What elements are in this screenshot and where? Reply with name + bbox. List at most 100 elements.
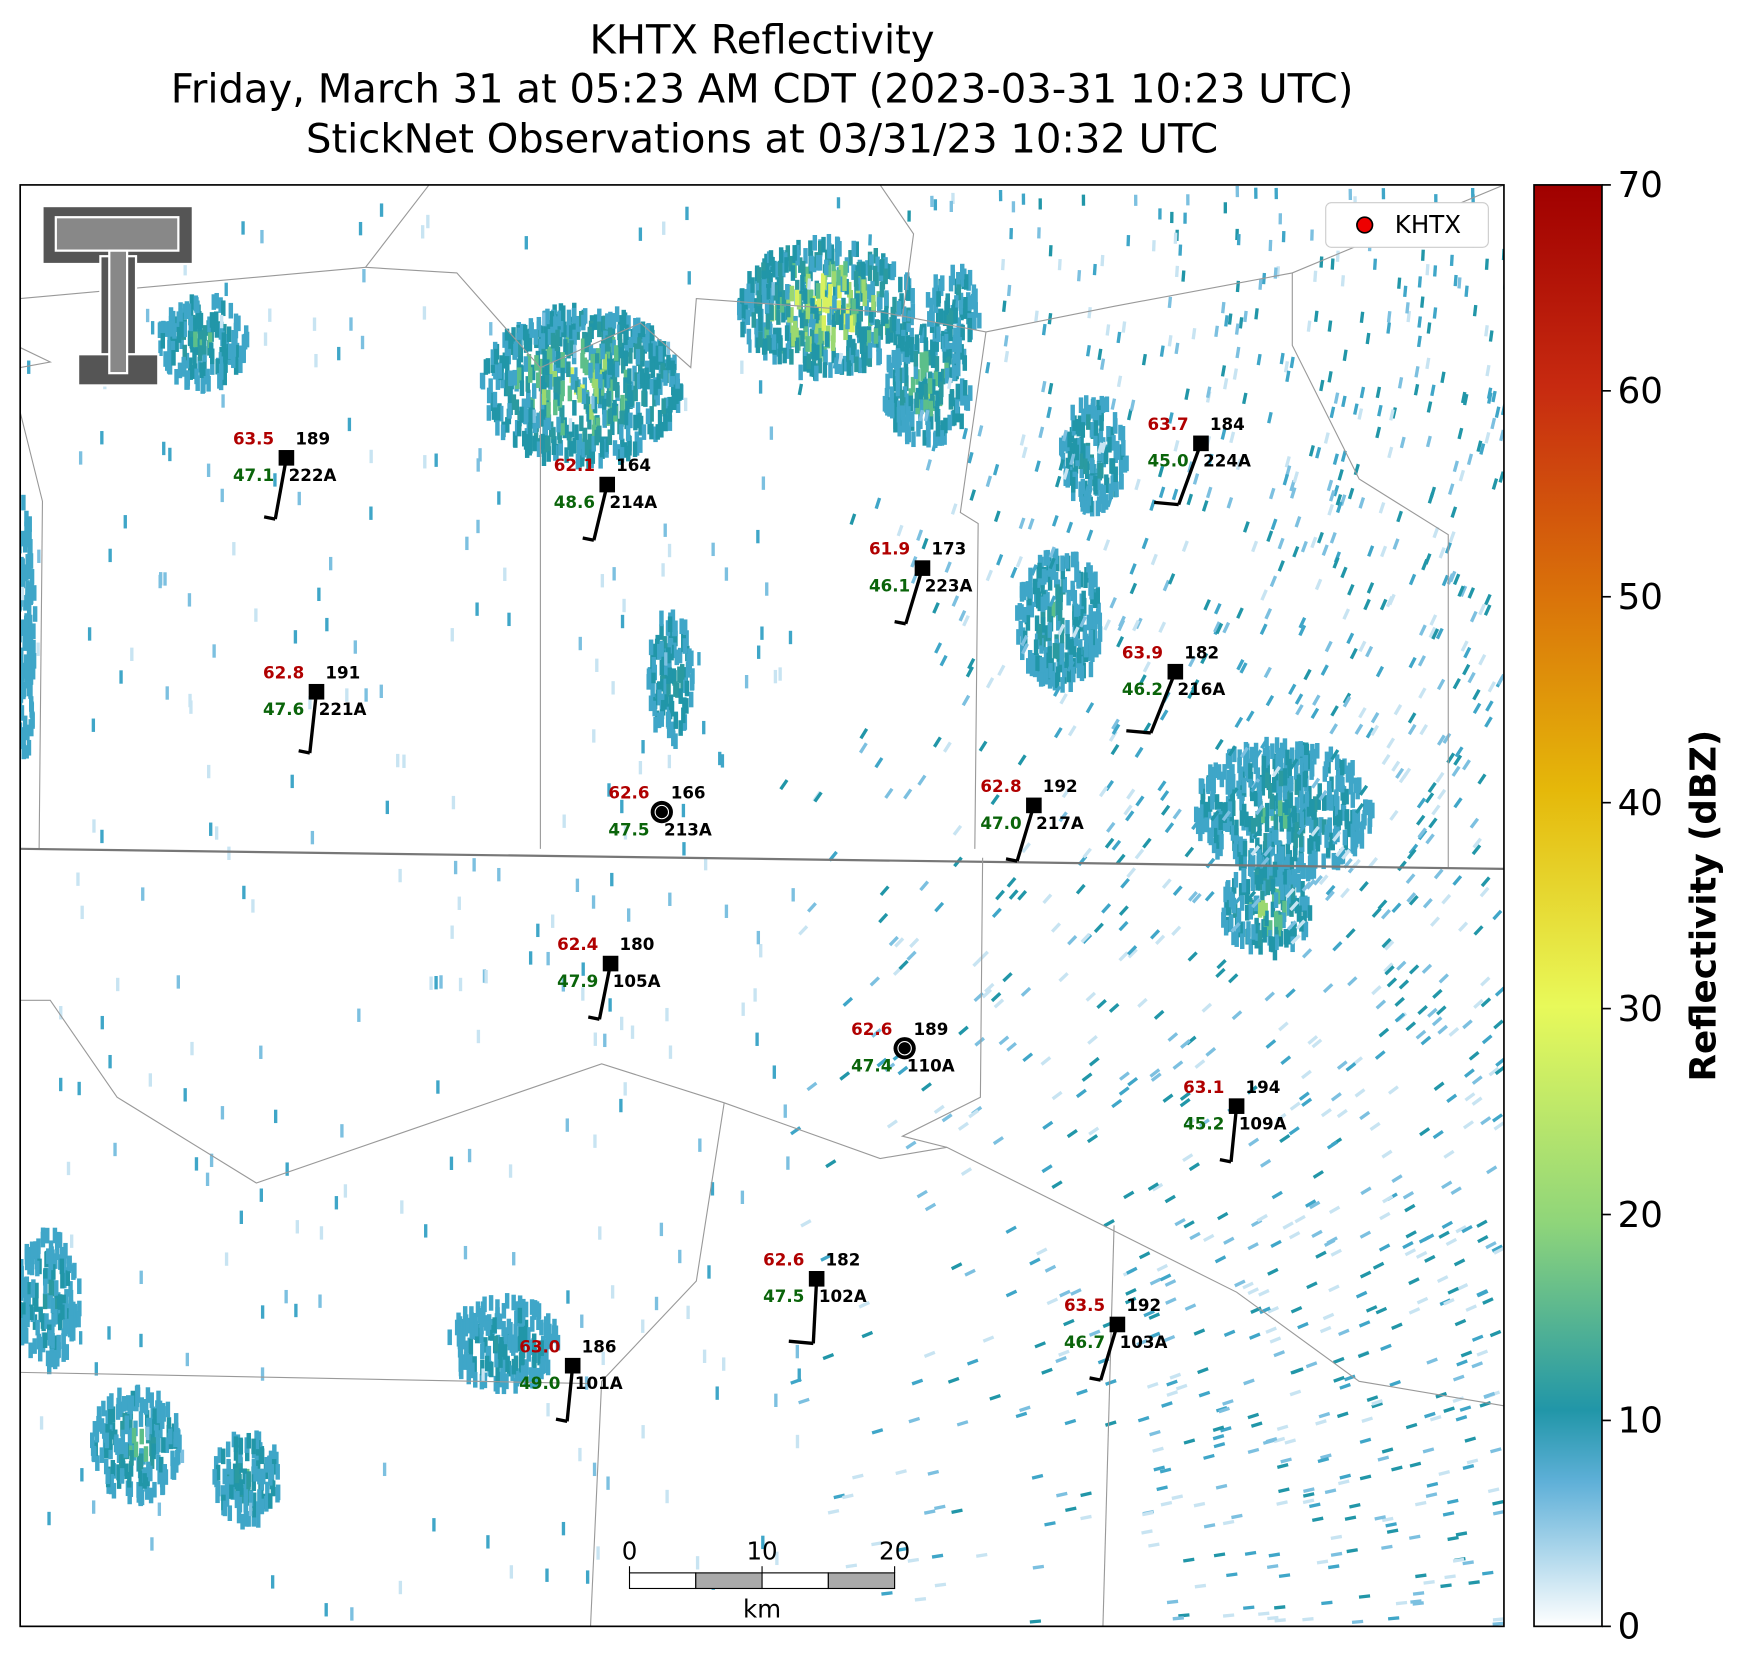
echo xyxy=(931,439,938,452)
echo xyxy=(889,402,895,419)
echo xyxy=(543,324,548,341)
echo xyxy=(1126,1266,1138,1275)
echo xyxy=(1088,1329,1101,1337)
echo xyxy=(520,1365,526,1381)
echo xyxy=(897,323,903,339)
echo xyxy=(761,476,766,490)
echo xyxy=(1160,790,1170,802)
echo xyxy=(1310,536,1318,549)
echo xyxy=(1278,1487,1290,1494)
echo xyxy=(1207,453,1214,466)
echo xyxy=(826,261,832,278)
echo xyxy=(225,1441,231,1458)
echo xyxy=(799,312,805,329)
echo xyxy=(1255,767,1261,783)
echo xyxy=(1074,561,1080,578)
echo xyxy=(1195,818,1201,835)
echo xyxy=(1374,1050,1386,1060)
echo xyxy=(1281,912,1286,929)
echo xyxy=(207,764,211,779)
echo xyxy=(803,288,808,304)
echo xyxy=(1083,395,1089,411)
echo xyxy=(1143,1309,1155,1318)
echo xyxy=(764,297,770,314)
echo xyxy=(464,1340,469,1357)
echo xyxy=(754,318,759,335)
echo xyxy=(591,424,597,441)
echo xyxy=(1345,766,1351,783)
echo xyxy=(1452,460,1459,473)
echo xyxy=(1171,488,1179,501)
echo xyxy=(1369,1121,1381,1132)
echo xyxy=(607,783,611,797)
echo xyxy=(1222,1613,1235,1618)
echo xyxy=(929,309,934,326)
echo xyxy=(931,379,936,395)
echo xyxy=(1085,702,1095,714)
echo xyxy=(1329,489,1336,502)
echo xyxy=(551,346,556,363)
echo xyxy=(897,1065,909,1076)
echo xyxy=(623,1082,627,1096)
echo xyxy=(800,1219,812,1228)
echo xyxy=(186,303,192,320)
echo xyxy=(21,743,26,760)
echo xyxy=(667,637,672,654)
echo xyxy=(1278,914,1283,931)
echo xyxy=(660,650,666,667)
echo xyxy=(1161,1401,1173,1408)
echo xyxy=(921,537,929,550)
echo xyxy=(697,652,701,666)
echo xyxy=(495,404,501,421)
echo xyxy=(76,872,80,886)
echo xyxy=(1296,876,1301,893)
echo xyxy=(1324,890,1335,902)
echo xyxy=(14,1308,18,1324)
echo xyxy=(517,1335,523,1352)
echo xyxy=(1240,921,1246,938)
echo xyxy=(538,375,544,392)
echo xyxy=(1039,638,1044,654)
echo xyxy=(546,389,551,406)
echo xyxy=(1408,573,1417,586)
echo xyxy=(651,340,656,357)
echo xyxy=(116,1397,121,1414)
echo xyxy=(1069,442,1075,459)
echo xyxy=(1405,1422,1418,1430)
echo xyxy=(1408,964,1420,975)
echo xyxy=(897,349,902,366)
echo xyxy=(1070,585,1076,602)
echo xyxy=(113,1142,117,1157)
echo xyxy=(1172,1060,1184,1070)
echo xyxy=(785,245,791,261)
echo xyxy=(505,417,510,433)
echo xyxy=(873,328,879,344)
echo xyxy=(1002,972,1013,983)
echo xyxy=(659,610,664,627)
echo xyxy=(544,372,550,388)
echo xyxy=(666,354,671,371)
echo xyxy=(14,678,18,694)
echo xyxy=(67,1255,72,1272)
echo xyxy=(62,1247,67,1264)
echo xyxy=(1288,683,1297,695)
echo xyxy=(1093,430,1098,446)
echo xyxy=(1395,767,1405,779)
echo xyxy=(597,356,602,373)
echo xyxy=(878,324,884,340)
echo xyxy=(1085,494,1092,506)
echo xyxy=(1248,938,1254,955)
echo xyxy=(978,950,989,961)
echo xyxy=(607,327,613,344)
echo xyxy=(1425,833,1435,845)
echo xyxy=(1134,194,1138,206)
echo xyxy=(947,377,953,390)
echo xyxy=(1335,854,1341,871)
echo xyxy=(129,1395,135,1412)
echo xyxy=(1284,781,1294,793)
echo xyxy=(1072,415,1077,431)
echo xyxy=(1350,760,1355,776)
echo xyxy=(1191,892,1202,904)
echo xyxy=(1238,317,1244,329)
echo xyxy=(1421,249,1425,261)
